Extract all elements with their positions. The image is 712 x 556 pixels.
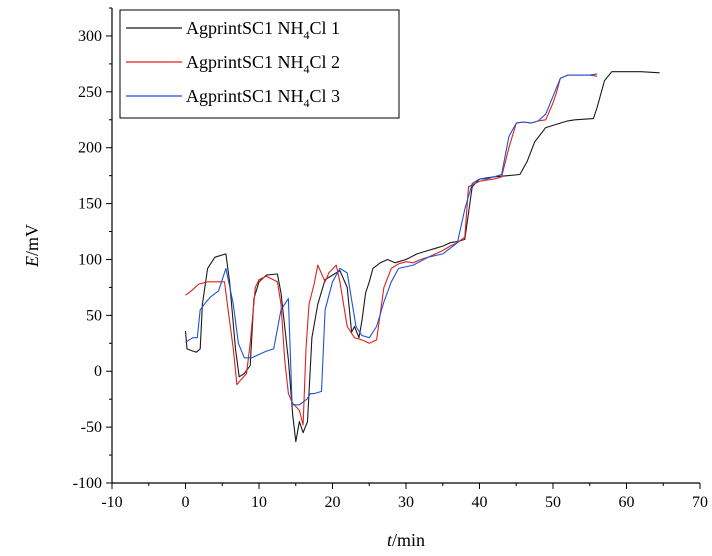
y-tick-label: 250: [78, 84, 102, 101]
x-tick-label: 20: [325, 494, 341, 511]
y-axis-title: E/mV: [22, 224, 42, 268]
y-tick-label: -50: [81, 419, 102, 436]
x-tick-label: 60: [619, 494, 635, 511]
y-tick-label: -100: [73, 475, 102, 492]
x-tick-label: 50: [545, 494, 561, 511]
legend-label-3: AgprintSC1 NH4Cl 3: [186, 86, 340, 110]
legend-label-1: AgprintSC1 NH4Cl 1: [186, 18, 340, 42]
x-tick-label: 30: [398, 494, 414, 511]
series-line-3: [185, 73, 598, 406]
ticks-layer: -10 0 10 20 30 40 50 60 70-100-50050100150200250…: [22, 7, 708, 550]
series-line-2: [185, 74, 598, 426]
x-tick-label: 10: [251, 494, 267, 511]
legend: AgprintSC1 NH4Cl 1 AgprintSC1 NH4Cl 2 Agpr…: [119, 9, 400, 119]
x-axis-title: t/min: [387, 530, 425, 550]
y-tick-label: 0: [94, 363, 102, 380]
legend-label-2: AgprintSC1 NH4Cl 2: [186, 52, 340, 76]
y-tick-label: 50: [86, 307, 102, 324]
x-tick-label: 0: [182, 494, 190, 511]
series-line-1: [184, 71, 660, 443]
y-tick-label: 100: [78, 251, 102, 268]
y-tick-label: 150: [78, 196, 102, 213]
y-tick-label: 200: [78, 140, 102, 157]
x-tick-label: 40: [472, 494, 488, 511]
series-layer: [184, 71, 660, 443]
x-tick-label: 70: [692, 494, 708, 511]
y-tick-label: 300: [78, 28, 102, 45]
x-tick-label: -10: [101, 494, 122, 511]
